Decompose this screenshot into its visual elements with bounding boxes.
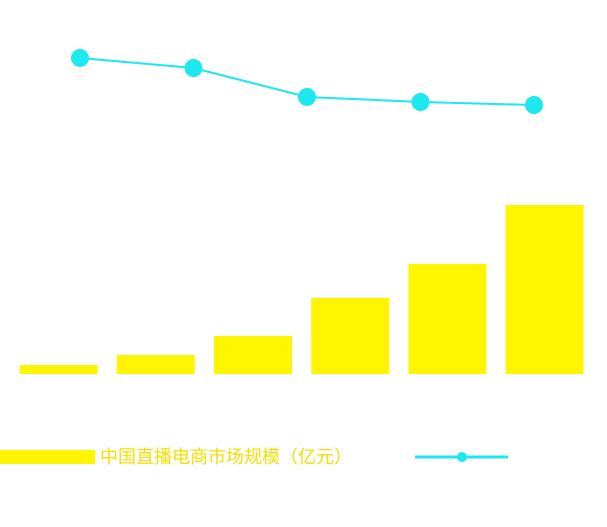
line-point: [525, 96, 543, 114]
legend-swatch: [0, 450, 95, 464]
line-point: [298, 87, 316, 106]
bar: [214, 336, 292, 374]
bar: [505, 205, 584, 374]
line-point: [71, 48, 89, 67]
bar: [311, 298, 390, 374]
bar: [116, 355, 195, 374]
bar: [408, 264, 487, 374]
legend-dot: [457, 452, 467, 462]
line-point: [184, 59, 203, 78]
line-point: [411, 93, 430, 111]
bar: [19, 365, 98, 374]
legend-label: 中国直播电商市场规模（亿元）: [100, 447, 352, 468]
